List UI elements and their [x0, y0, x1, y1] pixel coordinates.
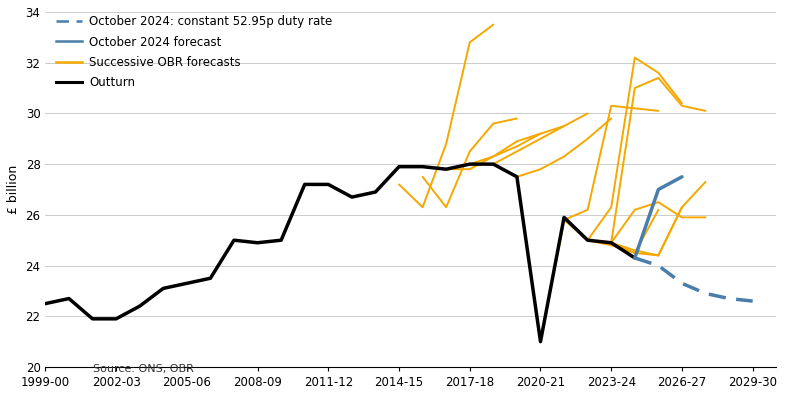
Text: Source: ONS, OBR: Source: ONS, OBR: [93, 364, 194, 374]
Y-axis label: £ billion: £ billion: [7, 165, 20, 214]
Legend: October 2024: constant 52.95p duty rate, October 2024 forecast, Successive OBR f: October 2024: constant 52.95p duty rate,…: [51, 11, 337, 93]
